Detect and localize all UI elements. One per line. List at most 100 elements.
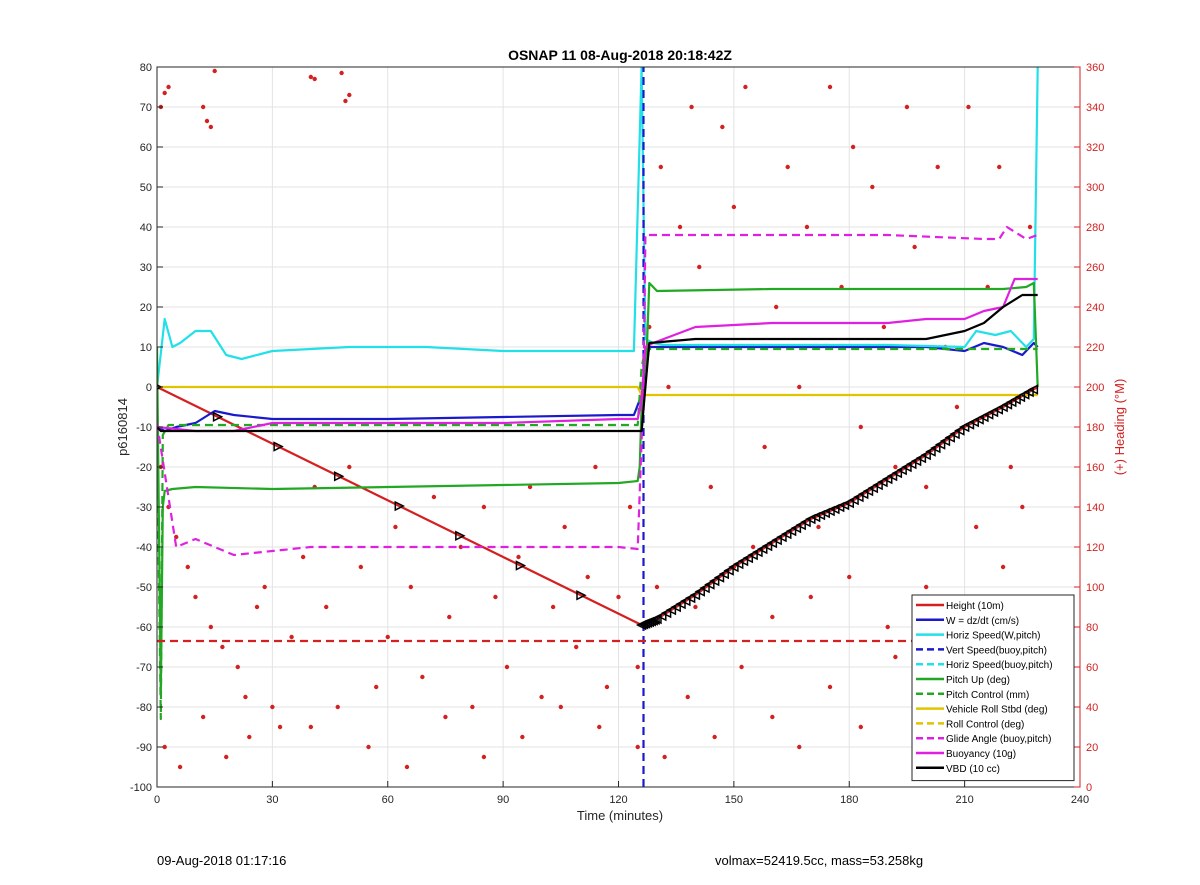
y-tick-label: 10 (140, 342, 152, 354)
heading-point (658, 164, 664, 170)
heading-point (573, 644, 579, 650)
height-marker (684, 592, 696, 604)
height-marker (515, 560, 527, 571)
y2-tick-label: 300 (1086, 182, 1104, 194)
heading-point (204, 118, 210, 124)
height-marker (660, 607, 672, 619)
heading-point (312, 76, 317, 82)
legend-label: Vehicle Roll Stbd (deg) (946, 705, 1048, 716)
heading-point (447, 614, 452, 620)
heading-point (431, 494, 437, 500)
heading-point (300, 554, 306, 560)
heading-point (504, 664, 510, 670)
height-marker (713, 572, 725, 583)
series-line-vbd-10-cc (157, 293, 1038, 433)
heading-point (904, 104, 910, 110)
legend-box (911, 594, 1075, 782)
legend-label: Buoyancy (10g) (946, 749, 1016, 760)
heading-point (923, 584, 929, 590)
heading-point (408, 584, 414, 590)
heading-point (347, 464, 352, 470)
y-tick-label: -70 (136, 662, 152, 674)
heading-point (520, 734, 525, 740)
x-tick-label: 240 (1071, 794, 1089, 806)
y2-tick-label: 140 (1086, 502, 1104, 514)
heading-point (770, 714, 775, 720)
y2-tick-label: 180 (1086, 422, 1104, 434)
height-marker (901, 461, 912, 473)
heading-point (708, 484, 713, 490)
y2-tick-label: 60 (1086, 662, 1098, 674)
y2-tick-label: 20 (1086, 742, 1098, 754)
heading-point (697, 264, 702, 270)
height-marker (882, 473, 893, 485)
heading-point (527, 484, 533, 490)
height-marker (728, 561, 739, 573)
height-marker (862, 485, 874, 497)
heading-point (785, 164, 790, 170)
heading-point (847, 574, 852, 580)
heading-point (816, 524, 821, 530)
heading-point (597, 724, 602, 730)
height-marker (795, 519, 806, 531)
height-marker (394, 500, 405, 512)
height-marker (455, 530, 466, 541)
height-marker (896, 464, 907, 476)
height-marker (848, 494, 859, 506)
heading-point (493, 594, 498, 600)
heading-point (712, 734, 717, 740)
x-tick-label: 180 (840, 794, 858, 806)
heading-point (973, 524, 979, 530)
y-tick-label: -90 (136, 742, 152, 754)
height-marker (723, 565, 734, 576)
heading-point (200, 714, 206, 720)
heading-point (827, 84, 833, 90)
footer-mass-info: volmax=52419.5cc, mass=53.258kg (715, 853, 924, 868)
heading-point (954, 404, 960, 410)
heading-point (685, 694, 690, 700)
y-tick-label: -10 (136, 422, 152, 434)
height-marker (934, 439, 946, 450)
heading-point (804, 224, 810, 230)
heading-point (177, 764, 183, 770)
heading-point (208, 624, 214, 630)
height-marker (757, 543, 768, 555)
heading-point (870, 184, 875, 190)
y2-tick-label: 220 (1086, 342, 1104, 354)
x-tick-label: 210 (955, 794, 973, 806)
height-marker (843, 497, 854, 509)
heading-point (481, 504, 487, 510)
y-tick-label: 60 (140, 142, 152, 154)
heading-point (858, 424, 863, 430)
axes: 0 30 60 90 120 150 180 210 240-100-90-80-70-60-5… (130, 62, 1104, 806)
legend-label: VBD (10 cc) (946, 764, 1000, 775)
y2-tick-label: 120 (1086, 542, 1104, 554)
y2-tick-label: 40 (1086, 702, 1098, 714)
heading-point (443, 714, 448, 720)
y-tick-label: 0 (146, 382, 152, 394)
height-marker (771, 534, 782, 546)
height-marker (949, 428, 960, 440)
y-tick-label: 20 (140, 302, 152, 314)
height-marker (766, 537, 778, 549)
height-marker (781, 528, 792, 540)
heading-point (358, 564, 364, 570)
heading-point (762, 444, 767, 450)
height-marker (576, 590, 587, 601)
legend-label: Pitch Up (deg) (946, 675, 1010, 686)
heading-point (162, 744, 167, 750)
heading-point (270, 704, 275, 710)
height-marker (910, 455, 922, 467)
series-line-vehicle-roll-stbd-deg (157, 385, 1038, 397)
heading-point (850, 144, 856, 150)
heading-point (254, 604, 260, 610)
x-tick-label: 90 (497, 794, 509, 806)
y-tick-label: -30 (136, 502, 152, 514)
x-tick-label: 30 (266, 794, 278, 806)
height-marker (867, 482, 879, 494)
height-marker (665, 604, 677, 616)
heading-point (193, 594, 198, 600)
heading-point (385, 634, 390, 640)
footer-timestamp: 09-Aug-2018 01:17:16 (157, 853, 287, 868)
legend-label: Horiz Speed(W,pitch) (946, 631, 1040, 642)
